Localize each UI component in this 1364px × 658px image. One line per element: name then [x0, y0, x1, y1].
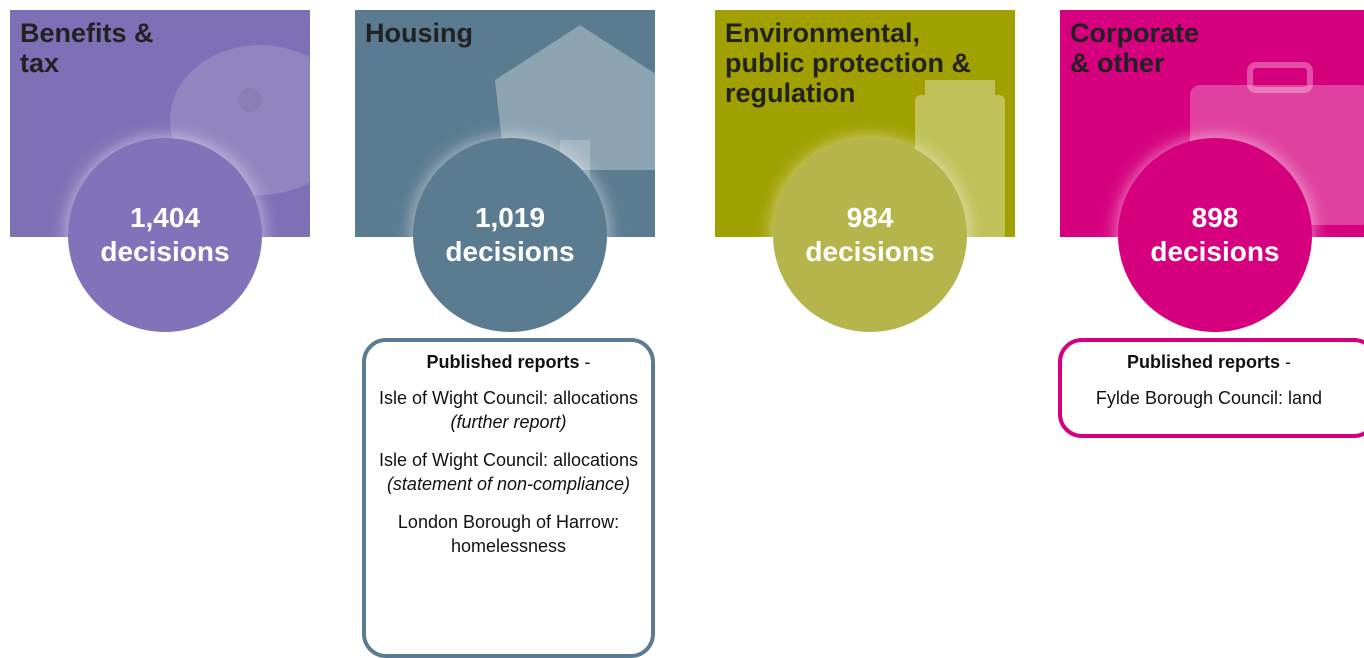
report-item: Isle of Wight Council: allocations (furt… [372, 386, 645, 434]
category-title: Environmental, public protection & regulat… [725, 18, 971, 108]
title-line: regulation [725, 78, 856, 108]
page: Benefits & tax 1,404 decisions Housing 1,019 d… [10, 10, 1364, 658]
count-circle: 898 decisions [1118, 138, 1312, 332]
title-line: tax [20, 48, 60, 78]
heading-dash: - [584, 352, 591, 372]
report-item: Isle of Wight Council: allocations (stat… [372, 448, 645, 496]
category-title: Housing [365, 18, 473, 48]
count-unit: decisions [1150, 236, 1280, 267]
count: 984 [846, 202, 894, 233]
reports-box: Published reports - Fylde Borough Council… [1058, 338, 1364, 438]
report-item: Fylde Borough Council: land [1068, 386, 1350, 410]
reports-heading: Published reports - [1068, 350, 1350, 374]
report-text: Isle of Wight Council: allocations [378, 450, 639, 470]
category-title: Benefits & tax [20, 18, 154, 78]
title-line: Corporate [1070, 18, 1200, 48]
count: 1,404 [129, 202, 201, 233]
heading-text: Published reports [426, 352, 580, 372]
category-title: Corporate & other [1070, 18, 1199, 78]
report-text: Isle of Wight Council: allocations [378, 388, 639, 408]
count-unit: decisions [805, 236, 935, 267]
title-line: & other [1070, 48, 1165, 78]
report-item: London Borough of Harrow: homelessness [372, 510, 645, 558]
heading-dash: - [1285, 352, 1292, 372]
title-line: Benefits & [20, 18, 154, 48]
report-text: (statement of non-compliance) [386, 474, 631, 494]
heading-text: Published reports [1126, 352, 1280, 372]
count: 898 [1191, 202, 1239, 233]
count-unit: decisions [100, 236, 230, 267]
title-line: public protection & [725, 48, 971, 78]
title-line: Environmental, [725, 18, 921, 48]
reports-box: Published reports - Isle of Wight Council… [362, 338, 655, 658]
count: 1,019 [474, 202, 546, 233]
count-circle: 984 decisions [773, 138, 967, 332]
report-text: London Borough of Harrow: homelessness [397, 512, 620, 556]
count-unit: decisions [445, 236, 575, 267]
report-text: (further report) [450, 412, 567, 432]
reports-heading: Published reports - [372, 350, 645, 374]
count-circle: 1,019 decisions [413, 138, 607, 332]
report-text: Fylde Borough Council: land [1095, 388, 1323, 408]
count-circle: 1,404 decisions [68, 138, 262, 332]
title-line: Housing [365, 18, 473, 48]
